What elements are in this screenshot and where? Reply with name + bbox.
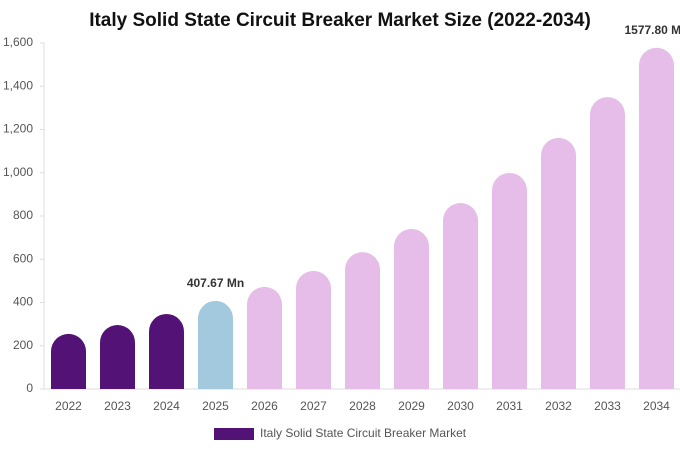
x-tick-label: 2023 bbox=[104, 399, 131, 413]
x-tick-label: 2034 bbox=[643, 399, 670, 413]
bar bbox=[394, 228, 429, 389]
y-tick-label: 0 bbox=[26, 381, 33, 395]
value-label: 1577.80 Mn bbox=[624, 23, 680, 37]
y-tick-label: 200 bbox=[13, 338, 33, 352]
bar bbox=[639, 47, 674, 389]
y-tick-label: 1,000 bbox=[3, 165, 33, 179]
x-tick-label: 2030 bbox=[447, 399, 474, 413]
x-tick-label: 2029 bbox=[398, 399, 425, 413]
bar bbox=[541, 137, 576, 389]
chart-title: Italy Solid State Circuit Breaker Market… bbox=[89, 10, 591, 31]
y-tick-label: 1,400 bbox=[3, 78, 33, 92]
bar bbox=[443, 203, 478, 389]
bar bbox=[51, 333, 86, 389]
bar bbox=[100, 324, 135, 389]
legend-label: Italy Solid State Circuit Breaker Market bbox=[260, 426, 467, 440]
x-tick-label: 2026 bbox=[251, 399, 278, 413]
bar bbox=[590, 97, 625, 389]
x-tick-label: 2027 bbox=[300, 399, 327, 413]
x-tick-label: 2032 bbox=[545, 399, 572, 413]
bar bbox=[198, 300, 233, 389]
x-tick-label: 2022 bbox=[55, 399, 82, 413]
bar bbox=[149, 313, 184, 389]
bar bbox=[345, 252, 380, 389]
bar bbox=[492, 172, 527, 389]
y-tick-label: 400 bbox=[13, 295, 33, 309]
legend-swatch bbox=[214, 428, 254, 440]
x-tick-label: 2031 bbox=[496, 399, 523, 413]
bar bbox=[247, 286, 282, 389]
x-tick-label: 2028 bbox=[349, 399, 376, 413]
y-tick-label: 1,600 bbox=[3, 35, 33, 49]
x-tick-label: 2024 bbox=[153, 399, 180, 413]
y-tick-label: 800 bbox=[13, 208, 33, 222]
x-tick-label: 2025 bbox=[202, 399, 229, 413]
x-tick-label: 2033 bbox=[594, 399, 621, 413]
value-label: 407.67 Mn bbox=[187, 276, 244, 290]
y-tick-label: 1,200 bbox=[3, 122, 33, 136]
bar bbox=[296, 270, 331, 389]
y-tick-label: 600 bbox=[13, 251, 33, 265]
